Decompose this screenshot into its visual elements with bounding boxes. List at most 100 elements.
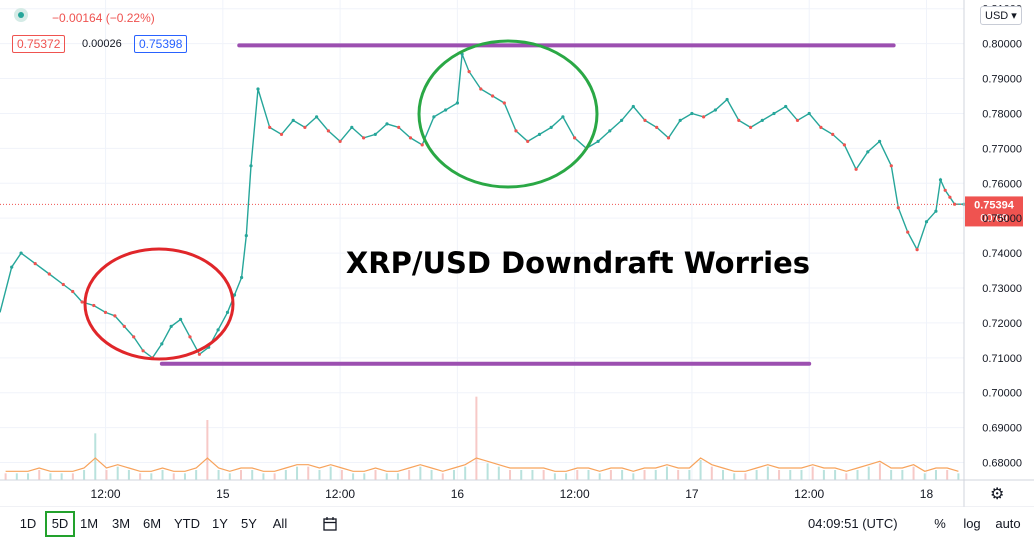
price-tick-label: 0.69000	[982, 423, 1022, 435]
price-point	[831, 132, 835, 136]
volume-bar	[83, 470, 86, 480]
volume-bar	[576, 470, 579, 480]
volume-bar	[867, 466, 870, 480]
volume-bar	[654, 470, 657, 480]
volume-bar	[946, 470, 949, 480]
price-point	[819, 125, 823, 129]
price-point	[938, 178, 943, 182]
price-point	[244, 234, 248, 238]
price-point	[608, 129, 612, 133]
volume-bar	[139, 473, 142, 480]
spread-value: 0.00026	[82, 38, 122, 50]
range-5y-button[interactable]: 5Y	[241, 516, 257, 531]
date-range-calendar-icon[interactable]	[320, 513, 340, 535]
volume-bar	[509, 470, 512, 480]
volume-bar	[755, 470, 758, 480]
price-point	[934, 209, 938, 213]
countdown-label: 00:09	[980, 212, 1008, 224]
percent-scale-button[interactable]: %	[934, 516, 946, 531]
price-point	[326, 129, 330, 133]
log-scale-button[interactable]: log	[963, 516, 981, 531]
range-1m-button[interactable]: 1M	[79, 516, 99, 531]
price-point	[132, 335, 136, 339]
time-tick-label: 12:00	[560, 487, 590, 501]
ask-price[interactable]: 0.75398	[134, 35, 188, 53]
price-series	[0, 52, 966, 360]
price-point	[643, 118, 647, 122]
currency-selector[interactable]: USD ▾	[980, 6, 1022, 25]
price-tick-label: 0.77000	[982, 143, 1022, 155]
price-point	[249, 164, 253, 168]
volume-bar	[688, 470, 691, 480]
price-point	[385, 122, 389, 126]
price-point	[10, 265, 14, 269]
volume-bar	[206, 420, 209, 480]
volume-bar	[396, 473, 399, 480]
volume-bar	[340, 470, 343, 480]
volume-bar	[733, 473, 736, 480]
time-tick-label: 18	[920, 487, 934, 501]
range-ytd-button[interactable]: YTD	[174, 516, 200, 531]
volume-bar	[284, 470, 287, 480]
volume-bar	[486, 463, 489, 480]
settings-gear-icon[interactable]: ⚙	[990, 486, 1005, 503]
price-point	[854, 167, 858, 171]
range-6m-button[interactable]: 6M	[142, 516, 162, 531]
range-3m-button[interactable]: 3M	[111, 516, 131, 531]
bid-price[interactable]: 0.75372	[12, 35, 66, 53]
chart-grid	[0, 0, 964, 480]
range-5d-button[interactable]: 5D	[45, 511, 75, 537]
volume-bar	[105, 470, 108, 480]
volume-bar	[49, 473, 52, 480]
volume-bar	[710, 466, 713, 480]
price-point	[240, 275, 244, 280]
price-point	[807, 111, 811, 116]
price-line	[0, 53, 964, 359]
volume-bar	[15, 473, 18, 480]
volume-bar	[27, 473, 30, 480]
volume-bar	[699, 460, 702, 480]
time-tick-label: 17	[685, 487, 699, 501]
utc-clock[interactable]: 04:09:51 (UTC)	[808, 516, 898, 531]
price-point	[620, 118, 624, 122]
range-1y-button[interactable]: 1Y	[212, 516, 228, 531]
volume-bar	[766, 466, 769, 480]
price-point	[713, 108, 718, 112]
price-point	[896, 206, 900, 210]
volume-bar	[183, 473, 186, 480]
volume-bar	[94, 433, 97, 480]
volume-bar	[240, 470, 242, 480]
price-point	[573, 136, 577, 140]
price-point	[362, 136, 366, 140]
price-point	[71, 289, 75, 294]
volume-bar	[71, 473, 74, 480]
price-point	[455, 101, 459, 105]
price-point	[122, 324, 126, 328]
volume-bar	[150, 473, 153, 480]
auto-scale-button[interactable]: auto	[995, 516, 1021, 531]
volume-bar	[307, 466, 310, 480]
volume-bar	[665, 466, 668, 480]
price-tick-label: 0.78000	[982, 108, 1022, 120]
price-point	[279, 132, 284, 136]
volume-bar	[890, 470, 893, 480]
range-all-button[interactable]: All	[272, 516, 288, 531]
price-point	[549, 125, 553, 129]
price-point	[61, 282, 65, 287]
price-point	[795, 118, 800, 122]
range-1d-button[interactable]: 1D	[19, 516, 37, 531]
price-point	[225, 310, 230, 314]
price-point	[188, 335, 192, 339]
volume-bar	[172, 473, 175, 480]
volume-bar	[116, 466, 119, 480]
price-point	[113, 314, 117, 318]
price-point	[432, 115, 436, 119]
volume-bar	[632, 473, 635, 480]
volume-bar	[408, 470, 411, 480]
volume-bar	[923, 473, 926, 480]
price-point	[141, 349, 145, 353]
price-point	[303, 125, 307, 129]
time-tick-label: 12:00	[91, 487, 121, 501]
